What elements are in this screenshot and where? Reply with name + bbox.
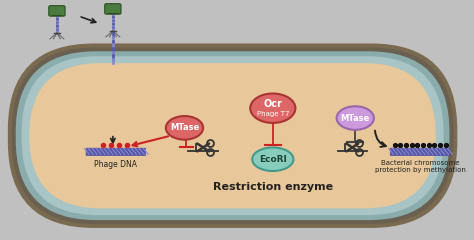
Ellipse shape [250, 94, 295, 123]
Text: MTase: MTase [341, 114, 370, 123]
Text: Phage T7: Phage T7 [256, 111, 289, 117]
Text: MTase: MTase [170, 123, 199, 132]
Text: EcoRI: EcoRI [259, 155, 287, 164]
Ellipse shape [166, 116, 203, 140]
FancyBboxPatch shape [49, 6, 65, 16]
FancyBboxPatch shape [12, 47, 454, 224]
FancyBboxPatch shape [29, 63, 436, 208]
Ellipse shape [337, 106, 374, 130]
FancyBboxPatch shape [16, 51, 449, 220]
FancyBboxPatch shape [105, 4, 121, 14]
Text: Bacterial chromosome
protection by methylation: Bacterial chromosome protection by methy… [374, 160, 465, 173]
Text: Ocr: Ocr [264, 99, 282, 109]
FancyBboxPatch shape [22, 56, 444, 215]
FancyBboxPatch shape [86, 148, 146, 156]
Text: Restriction enzyme: Restriction enzyme [213, 182, 333, 192]
FancyBboxPatch shape [390, 148, 450, 156]
Ellipse shape [252, 147, 293, 171]
FancyBboxPatch shape [8, 43, 457, 228]
Text: Phage DNA: Phage DNA [94, 160, 137, 169]
